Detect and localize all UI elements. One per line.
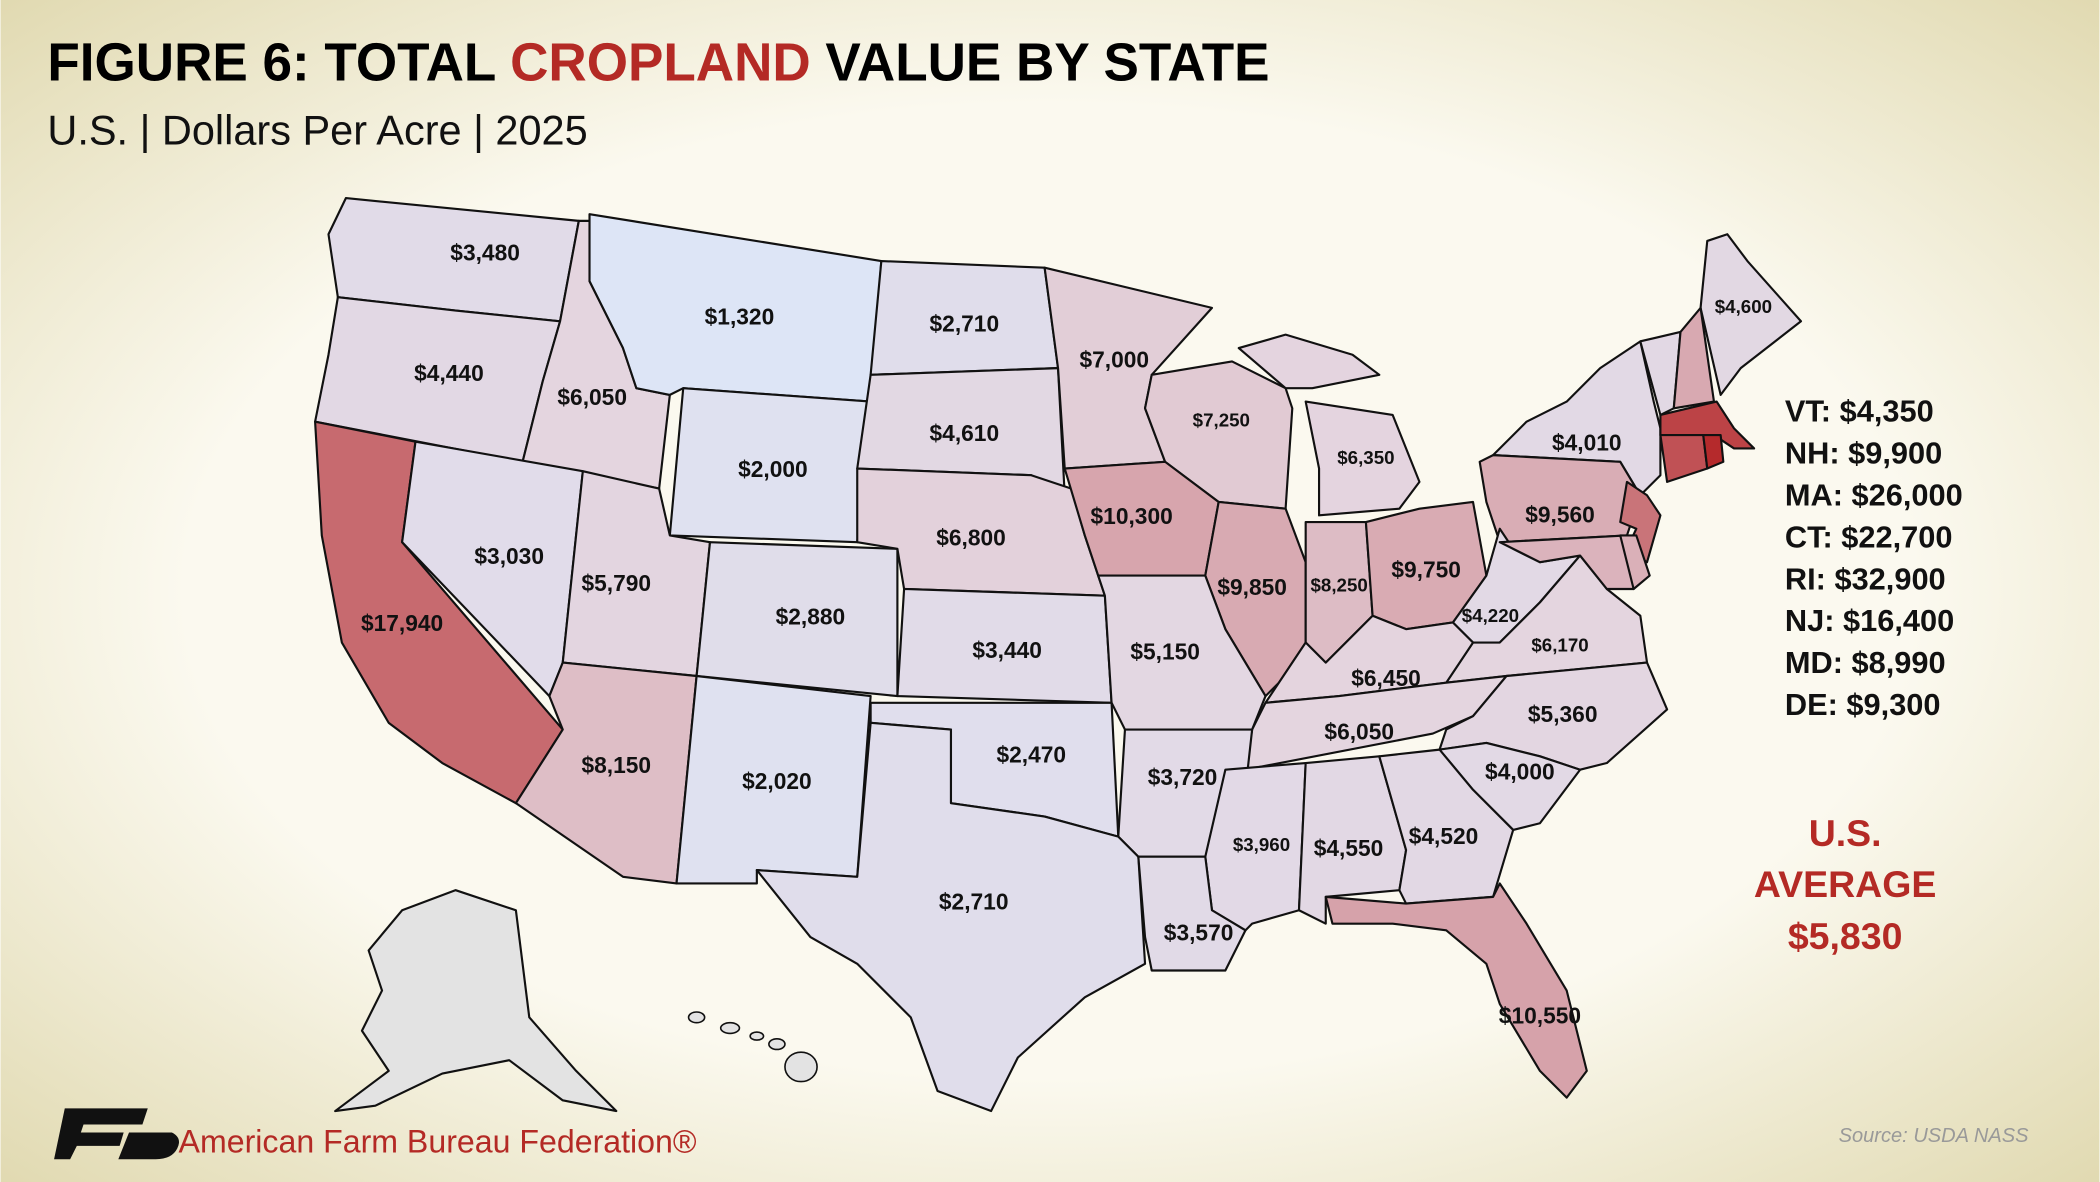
inset-label: NH: $9,900: [1785, 436, 1942, 471]
state-value-label: $1,320: [705, 304, 775, 330]
alaska: [334, 889, 618, 1113]
state-value-label: $3,720: [1148, 764, 1218, 790]
title-part: FIGURE 6: TOTAL: [47, 33, 510, 92]
state-value-label: $7,000: [1079, 346, 1149, 372]
state-value-label: $4,010: [1552, 429, 1622, 455]
inset-list: VT: $4,350 NH: $9,900 MA: $26,000 CT: $22,7…: [1785, 394, 1963, 722]
state-value-label: $2,470: [996, 741, 1066, 767]
state-value-label: $6,170: [1531, 635, 1588, 656]
state-value-label: $3,480: [450, 239, 520, 265]
state-value-label: $9,850: [1217, 574, 1287, 600]
state-value-label: $4,600: [1715, 296, 1772, 317]
state-value-label: $6,050: [557, 384, 627, 410]
state-value-label: $10,550: [1499, 1002, 1581, 1028]
state-value-label: $4,550: [1314, 835, 1384, 861]
inset-label: RI: $32,900: [1785, 561, 1946, 596]
state-value-label: $2,710: [939, 889, 1009, 915]
state-value-label: $4,440: [414, 360, 484, 386]
title-part: VALUE BY STATE: [811, 33, 1270, 92]
state-value-label: $6,450: [1351, 665, 1421, 691]
inset-label: VT: $4,350: [1785, 394, 1934, 429]
inset-label: MA: $26,000: [1785, 477, 1963, 512]
state-value-label: $2,710: [930, 310, 1000, 336]
state-value-label: $2,020: [742, 768, 812, 794]
logo-mark: [54, 1108, 148, 1160]
state-value-label: $5,790: [581, 570, 651, 596]
state-value-label: $6,800: [936, 524, 1006, 550]
inset-label: CT: $22,700: [1785, 519, 1953, 554]
title-highlight: CROPLAND: [510, 33, 811, 92]
state-value-label: $4,000: [1485, 759, 1555, 785]
states: [314, 197, 1803, 1113]
state-value-label: $9,750: [1391, 557, 1461, 583]
state-value-label: $4,220: [1462, 605, 1519, 626]
logo-mark: [118, 1132, 180, 1160]
average-label: U.S.: [1809, 812, 1882, 854]
hawaii: [687, 1011, 818, 1083]
state-value-label: $5,150: [1130, 638, 1200, 664]
average-label: AVERAGE: [1754, 863, 1937, 905]
state-value-label: $8,150: [581, 752, 651, 778]
state-value-label: $17,940: [361, 610, 443, 636]
state: [1619, 534, 1651, 591]
title: FIGURE 6: TOTAL CROPLAND VALUE BY STATE: [47, 33, 1269, 92]
state-value-label: $3,440: [972, 637, 1042, 663]
state-value-label: $6,350: [1337, 447, 1394, 468]
state: [1137, 855, 1247, 972]
state-value-label: $7,250: [1193, 410, 1250, 431]
state-value-label: $4,520: [1409, 823, 1479, 849]
state-value-label: $2,880: [776, 603, 846, 629]
state-value-label: $9,560: [1525, 502, 1595, 528]
state-value-label: $3,570: [1164, 919, 1234, 945]
state-value-label: $4,610: [930, 420, 1000, 446]
state-value-label: $3,960: [1233, 834, 1290, 855]
subtitle: U.S. | Dollars Per Acre | 2025: [47, 107, 587, 154]
inset-label: DE: $9,300: [1785, 687, 1941, 722]
state-value-label: $3,030: [474, 543, 544, 569]
inset-label: NJ: $16,400: [1785, 603, 1954, 638]
state: [1699, 233, 1803, 396]
state-value-label: $2,000: [738, 456, 808, 482]
logo-text: American Farm Bureau Federation®: [179, 1124, 697, 1160]
state: [1237, 333, 1421, 517]
state-value-label: $5,360: [1528, 701, 1598, 727]
state-labels: $3,480 $4,440 $6,050 $1,320 $2,000 $2,710 $4,6…: [361, 239, 1772, 1028]
state: [1324, 882, 1588, 1099]
state-value-label: $6,050: [1324, 719, 1394, 745]
source: Source: USDA NASS: [1839, 1125, 2030, 1147]
state: [1478, 454, 1642, 544]
state: [755, 721, 1147, 1113]
logo: American Farm Bureau Federation®: [54, 1108, 697, 1160]
state-value-label: $8,250: [1310, 574, 1367, 595]
us-average: U.S. AVERAGE $5,830: [1754, 812, 1937, 957]
state-value-label: $10,300: [1091, 503, 1173, 529]
average-value: $5,830: [1788, 915, 1903, 957]
state: [1702, 433, 1725, 470]
inset-label: MD: $8,990: [1785, 645, 1946, 680]
